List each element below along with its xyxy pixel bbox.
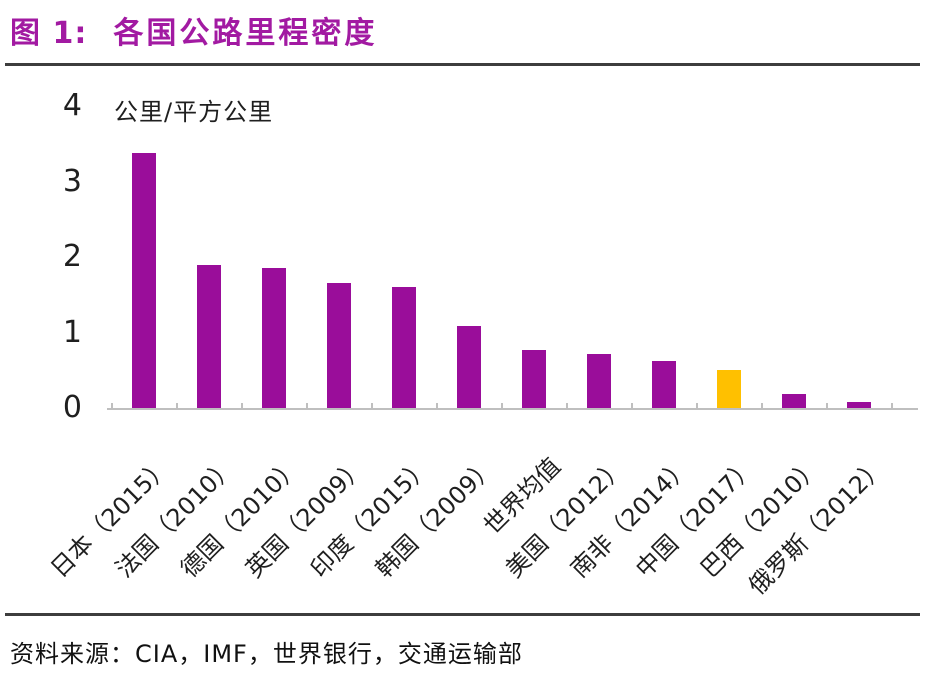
x-axis-tick [761,403,763,409]
bar [391,287,416,408]
figure-label: 图 1: [10,16,88,51]
x-axis-tick [436,403,438,409]
bar [586,354,611,408]
y-tick-label: 3 [62,163,82,199]
y-tick-label: 4 [62,88,82,123]
x-axis-tick [696,403,698,409]
x-axis-tick [241,403,243,409]
bar [651,361,676,408]
bar [131,153,156,408]
bar [196,265,221,408]
y-tick-label: 0 [62,390,82,425]
figure-title-row: 图 1: 各国公路里程密度 [10,8,377,52]
x-axis-tick [306,403,308,409]
bar [456,326,481,408]
bar [326,283,351,408]
y-tick-label: 1 [62,314,82,350]
x-axis-tick [566,403,568,409]
source-text: 资料来源：CIA，IMF，世界银行，交通运输部 [10,640,523,668]
x-axis-tick [891,403,893,409]
y-axis-unit-label: 公里/平方公里 [114,98,274,126]
x-axis-line [107,408,918,410]
bar [261,268,286,408]
bar [716,370,741,408]
x-axis-tick [176,403,178,409]
bottom-rule [5,613,920,616]
x-axis-tick [826,403,828,409]
bar [521,350,546,408]
x-axis-tick [371,403,373,409]
top-rule [5,63,920,66]
x-axis-tick [631,403,633,409]
x-axis-tick [111,403,113,409]
x-axis-tick [501,403,503,409]
y-tick-label: 2 [62,239,82,274]
bar-chart: 公里/平方公里 0 1 2 3 4 日本（2015） 法国（2010） 德国（2010） 英国（… [0,70,925,610]
bar [781,394,806,408]
page-title: 各国公路里程密度 [113,16,378,51]
bar [846,402,871,408]
